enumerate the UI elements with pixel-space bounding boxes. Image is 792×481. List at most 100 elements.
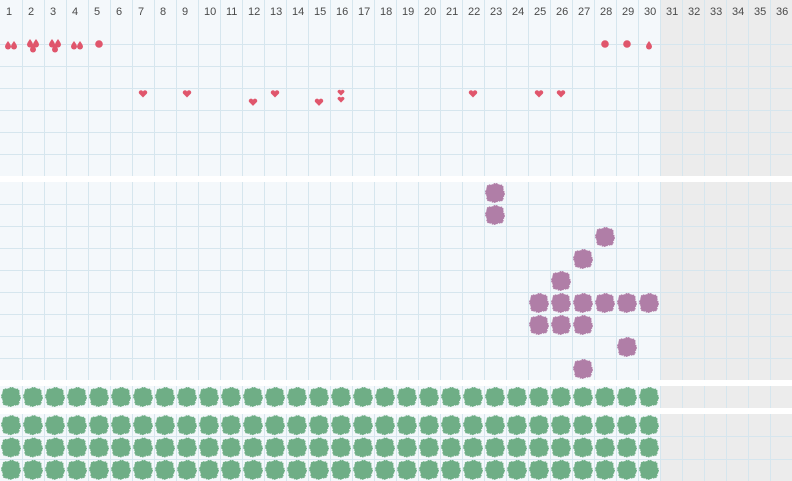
symptom-section [0, 22, 792, 176]
green-entry-icon [67, 437, 87, 458]
green-entry-icon [177, 415, 197, 436]
green-entry-icon [177, 459, 197, 480]
drop-icon [11, 41, 17, 50]
green-entry-icon [243, 415, 263, 436]
green-entry-icon [89, 415, 109, 436]
day-label: 4 [72, 6, 78, 18]
heart-icon [534, 90, 544, 98]
green-entry-icon [441, 387, 461, 407]
green-entry-icon [265, 387, 285, 407]
day-label: 13 [270, 6, 282, 18]
green-entry-icon [353, 459, 373, 480]
green-entry-icon [1, 437, 21, 458]
day-label: 11 [226, 6, 237, 18]
green-entry-icon [133, 387, 153, 407]
day-label: 25 [534, 6, 546, 18]
green-entry-icon [617, 415, 637, 436]
green-entry-icon [67, 415, 87, 436]
green-entry-icon [45, 459, 65, 480]
green-entry-icon [573, 459, 593, 480]
green-entry-icon [45, 415, 65, 436]
green-entry-icon [89, 387, 109, 407]
green-entry-icon [397, 415, 417, 436]
purple-entry-icon [617, 337, 637, 357]
green-entry-icon [199, 459, 219, 480]
heart-icon [337, 89, 345, 96]
dot-icon [601, 40, 609, 48]
green-entry-icon [529, 387, 549, 407]
day-label: 31 [666, 6, 678, 18]
green-entry-icon [463, 437, 483, 458]
green-entry-icon [177, 387, 197, 407]
green-entry-icon [375, 387, 395, 407]
purple-entry-icon [595, 293, 615, 313]
green-entry-icon [155, 437, 175, 458]
green-entry-icon [551, 415, 571, 436]
green-entry-icon [551, 437, 571, 458]
green-entry-icon [287, 437, 307, 458]
green-entry-icon [111, 415, 131, 436]
green-entry-icon [419, 459, 439, 480]
green-entry-icon [287, 387, 307, 407]
green-entry-icon [1, 459, 21, 480]
green-entry-icon [89, 459, 109, 480]
day-label: 30 [644, 6, 656, 18]
purple-entry-icon [529, 315, 549, 335]
green-entry-icon [111, 459, 131, 480]
green-entry-icon [375, 437, 395, 458]
heart-icon [314, 98, 324, 106]
day-label: 20 [424, 6, 436, 18]
green-entry-icon [265, 415, 285, 436]
green-entry-icon [133, 459, 153, 480]
day-label: 21 [446, 6, 458, 18]
drop-icon [52, 44, 58, 53]
green-entry-icon [397, 437, 417, 458]
drop-icon [27, 39, 33, 48]
day-label: 23 [490, 6, 502, 18]
green-entry-icon [573, 415, 593, 436]
green-entry-icon [397, 459, 417, 480]
green-entry-icon [243, 459, 263, 480]
day-label: 33 [710, 6, 722, 18]
day-label: 5 [94, 6, 100, 18]
purple-entry-icon [529, 293, 549, 313]
green-entry-icon [243, 437, 263, 458]
drop-icon [30, 44, 36, 53]
day-label: 8 [160, 6, 166, 18]
section-separator [0, 176, 792, 182]
section-separator [0, 408, 792, 414]
heart-icon [182, 90, 192, 98]
green-entry-icon [595, 387, 615, 407]
green-entry-icon [419, 387, 439, 407]
green-entry-icon [287, 415, 307, 436]
purple-entry-icon [551, 315, 571, 335]
day-label: 14 [292, 6, 304, 18]
green-entry-icon [155, 415, 175, 436]
green-entry-icon [595, 415, 615, 436]
green-entry-icon [617, 437, 637, 458]
purple-entry-icon [551, 293, 571, 313]
green-entry-icon [243, 387, 263, 407]
green-entry-icon [573, 437, 593, 458]
green-entry-icon [485, 387, 505, 407]
green-entry-icon [639, 459, 659, 480]
green-entry-icon [199, 437, 219, 458]
green-entry-icon [375, 415, 395, 436]
green-entry-icon [617, 459, 637, 480]
green-entry-icon [331, 415, 351, 436]
day-label: 12 [248, 6, 260, 18]
drop-icon [49, 39, 55, 48]
day-header-row: 1 2 3 4 5 6 7 8 9 10 11 12 13 14 15 16 17 18 19 20 21 22 23 24 2… [0, 0, 792, 22]
purple-entry-icon [573, 315, 593, 335]
day-label: 24 [512, 6, 524, 18]
green-entry-icon [155, 387, 175, 407]
green-entry-icon [573, 387, 593, 407]
day-label: 15 [314, 6, 326, 18]
green-entry-icon [529, 415, 549, 436]
green-entry-icon [221, 459, 241, 480]
day-label: 32 [688, 6, 700, 18]
green-entry-icon [221, 387, 241, 407]
green-entry-icon [419, 437, 439, 458]
green-entries-single-row [0, 386, 792, 408]
